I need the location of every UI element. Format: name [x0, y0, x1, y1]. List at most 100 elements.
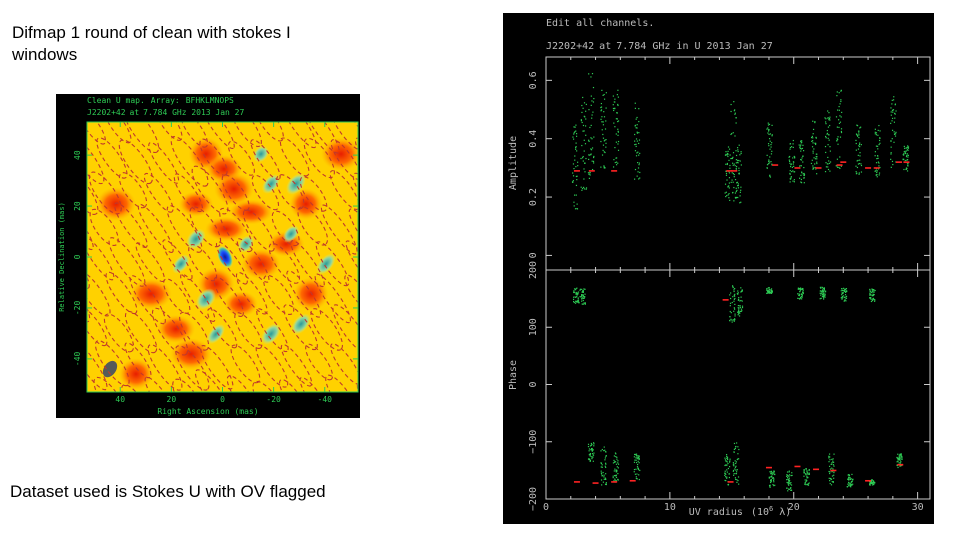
uv-data-point: [770, 289, 773, 292]
uv-data-point: [740, 164, 742, 166]
uv-data-point: [899, 462, 902, 464]
uv-data-point: [839, 167, 841, 170]
uv-data-point: [789, 487, 792, 489]
uv-data-point: [824, 121, 827, 123]
uv-data-point: [848, 482, 850, 484]
uv-data-point: [727, 150, 729, 152]
uv-data-point: [617, 131, 620, 133]
map-contour: [189, 206, 222, 248]
uv-data-point: [735, 167, 737, 170]
uv-data-point: [585, 110, 587, 112]
uv-data-cluster: [819, 286, 827, 300]
uv-data-point: [726, 476, 728, 478]
uv-data-point: [855, 133, 858, 135]
uv-data-point: [836, 95, 838, 97]
uv-data-point: [580, 296, 582, 298]
uv-data-point: [799, 146, 801, 148]
uv-data-point: [876, 158, 878, 160]
uv-model-point: [592, 482, 599, 484]
uv-data-point: [635, 461, 638, 464]
uv-data-point: [575, 135, 578, 137]
uv-data-point: [844, 299, 846, 301]
uv-data-point: [800, 150, 802, 152]
map-contour: [121, 384, 149, 392]
uv-data-point: [726, 163, 728, 166]
uv-data-point: [894, 117, 896, 119]
map-contour: [215, 241, 248, 285]
uv-data-point: [574, 126, 576, 128]
uv-data-point: [803, 177, 805, 179]
uv-data-point: [847, 474, 849, 476]
map-contour: [348, 208, 358, 256]
uv-data-point: [876, 176, 878, 178]
uv-data-point: [635, 155, 638, 157]
uv-data-point: [840, 165, 842, 167]
uv-data-point: [727, 458, 729, 461]
map-contour: [207, 308, 238, 349]
uv-data-point: [589, 171, 591, 174]
uv-data-point: [612, 462, 615, 464]
uv-data-point: [734, 192, 737, 194]
uv-data-point: [576, 208, 579, 210]
uv-data-point: [840, 116, 842, 118]
uv-data-point: [791, 166, 794, 168]
uv-data-point: [827, 126, 830, 128]
uv-data-point: [768, 287, 770, 289]
map-contour: [191, 165, 229, 215]
uv-data-point: [728, 185, 730, 187]
uv-data-point: [617, 462, 619, 464]
uv-data-point: [903, 153, 905, 155]
uv-data-point: [850, 484, 852, 486]
map-contour: [263, 274, 295, 316]
uv-data-point: [771, 135, 773, 137]
uv-data-point: [806, 470, 808, 472]
uv-data-point: [592, 111, 594, 113]
uv-data-point: [737, 162, 739, 164]
uv-model-point: [830, 469, 837, 472]
uv-data-point: [771, 150, 773, 152]
uv-data-point: [878, 143, 880, 146]
uv-data-point: [848, 479, 850, 481]
uv-data-point: [614, 146, 616, 149]
uv-data-point: [797, 293, 799, 295]
uv-data-point: [738, 483, 740, 485]
uv-data-point: [733, 472, 735, 475]
uv-data-point: [739, 154, 741, 156]
uv-data-point: [604, 465, 606, 467]
uv-data-cluster: [869, 288, 876, 303]
uv-data-point: [768, 160, 770, 162]
uv-data-point: [614, 107, 616, 109]
uv-data-point: [846, 290, 848, 292]
uv-data-point: [603, 474, 605, 476]
uv-data-point: [870, 300, 873, 303]
uv-data-point: [737, 314, 739, 316]
uv-data-point: [733, 289, 735, 291]
uv-data-cluster: [729, 285, 736, 323]
uv-data-point: [875, 168, 878, 170]
map-contour: [180, 122, 209, 148]
uv-data-point: [725, 460, 727, 462]
uv-data-point: [816, 162, 818, 165]
map-contour: [281, 122, 317, 149]
uv-data-point: [828, 455, 830, 457]
uv-data-point: [613, 159, 615, 161]
uv-data-point: [878, 165, 880, 167]
uv-data-point: [581, 104, 583, 107]
uv-data-point: [638, 132, 640, 134]
uv-data-point: [822, 295, 825, 298]
uv-data-point: [638, 154, 640, 156]
uv-data-cluster: [869, 479, 876, 486]
uv-data-point: [827, 137, 829, 139]
uv-data-point: [727, 467, 729, 470]
uv-data-point: [895, 133, 897, 135]
uv-data-point: [904, 150, 906, 152]
uv-data-point: [812, 142, 814, 144]
uv-data-point: [730, 133, 732, 136]
uv-data-point: [905, 150, 907, 152]
uv-data-point: [848, 484, 850, 486]
uv-data-point: [873, 484, 875, 486]
uv-data-point: [726, 194, 728, 197]
uv-data-point: [739, 312, 741, 314]
uv-data-point: [856, 124, 858, 126]
uv-data-point: [838, 105, 840, 108]
